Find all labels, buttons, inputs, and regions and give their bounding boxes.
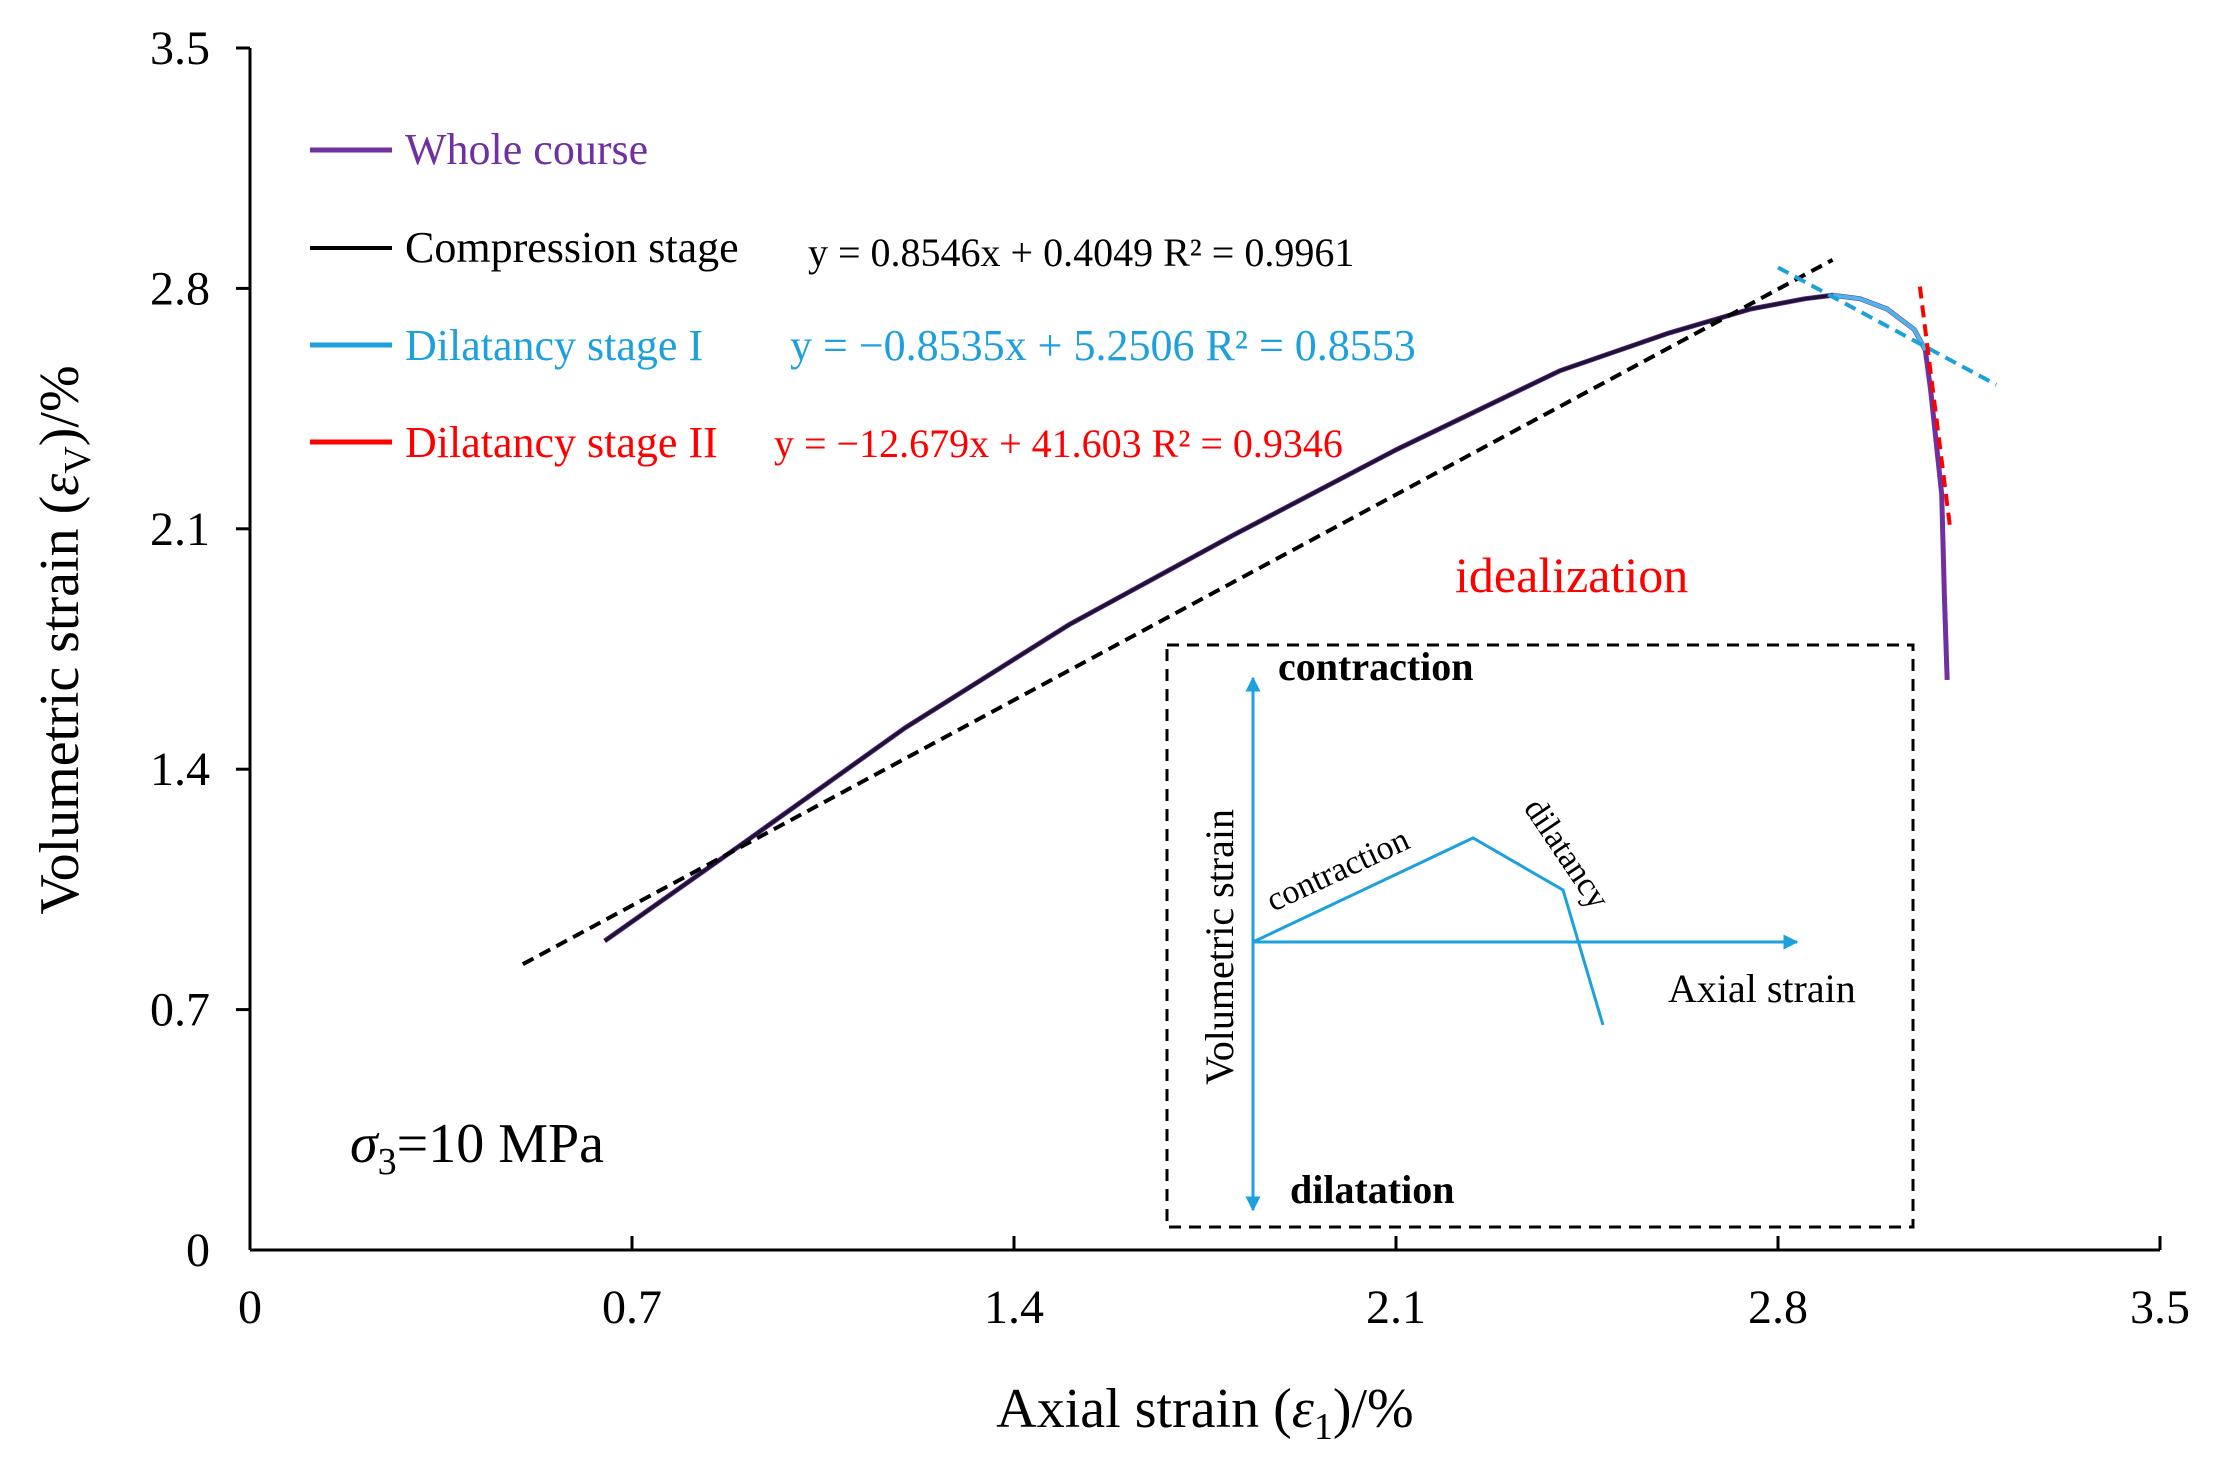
fits-layer [521, 258, 1998, 966]
series-line-compression-overlay [603, 293, 1833, 943]
x-tick-label: 3.5 [2130, 1281, 2190, 1334]
inset-contraction-top-label: contraction [1278, 644, 1474, 689]
y-tick-label: 1.4 [150, 743, 210, 796]
series-line-whole-course [603, 292, 1950, 943]
axes [248, 48, 2160, 1252]
fit-line-dilatancy-stage-i [1777, 265, 1998, 387]
inset-vertical-axis-label: Volumetric strain [1197, 809, 1242, 1085]
y-tick-label: 0 [186, 1224, 210, 1277]
x-ticks: 0 0.7 1.4 2.1 2.8 3.5 [238, 1236, 2190, 1334]
series-line-dilatancy-overlay [1832, 293, 1928, 352]
legend-label-compression: Compression stage [405, 223, 739, 272]
y-axis-title: Volumetric strain (εV)/% [29, 365, 99, 914]
confining-pressure-label: σ3=10 MPa [350, 1113, 604, 1183]
x-tick-label: 2.8 [1748, 1281, 1808, 1334]
idealization-label: idealization [1455, 547, 1688, 603]
series-layer [603, 292, 1950, 943]
legend-equation-dilatancy-1: y = −0.8535x + 5.2506 R² = 0.8553 [790, 321, 1416, 370]
legend-label-dilatancy-2: Dilatancy stage II [405, 418, 718, 467]
legend-equation-dilatancy-2: y = −12.679x + 41.603 R² = 0.9346 [774, 421, 1343, 466]
x-axis-title: Axial strain (ε1)/% [996, 1378, 1413, 1448]
inset-frame [1165, 643, 1915, 1229]
x-tick-label: 1.4 [984, 1281, 1044, 1334]
x-tick-label: 0 [238, 1281, 262, 1334]
fit-line-compression-stage [521, 258, 1834, 966]
inset-idealized-curve [1252, 836, 1605, 1026]
legend-label-dilatancy-1: Dilatancy stage I [405, 321, 703, 370]
y-tick-label: 3.5 [150, 22, 210, 75]
inset-horizontal-axis-label: Axial strain [1668, 966, 1856, 1011]
idealization-inset: contraction dilatation Volumetric strain… [1165, 643, 1915, 1229]
fit-line-dilatancy-stage-ii [1917, 286, 1952, 527]
legend: Whole course Compression stage y = 0.854… [310, 125, 1416, 467]
y-tick-label: 2.8 [150, 262, 210, 315]
x-tick-label: 0.7 [602, 1281, 662, 1334]
y-tick-label: 2.1 [150, 503, 210, 556]
inset-rising-segment-label: contraction [1261, 821, 1415, 919]
legend-label-whole-course: Whole course [405, 125, 648, 174]
x-tick-label: 2.1 [1366, 1281, 1426, 1334]
legend-equation-compression: y = 0.8546x + 0.4049 R² = 0.9961 [808, 230, 1354, 275]
y-ticks: 0 0.7 1.4 2.1 2.8 3.5 [150, 22, 250, 1277]
inset-dilatation-bottom-label: dilatation [1290, 1167, 1454, 1212]
y-tick-label: 0.7 [150, 984, 210, 1037]
